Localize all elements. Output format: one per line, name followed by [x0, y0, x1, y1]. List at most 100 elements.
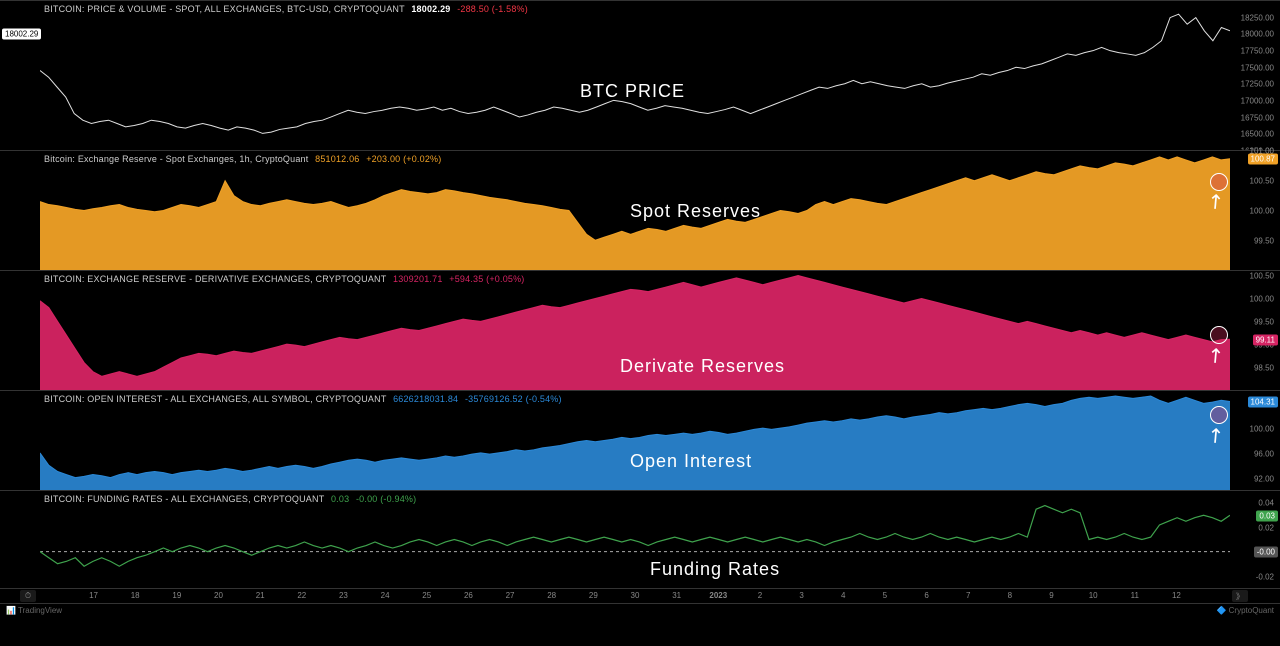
x-tick-label: 2 [758, 591, 762, 600]
y-tick-label: 16750.00 [1241, 113, 1274, 122]
funding-overlay-title: Funding Rates [650, 559, 780, 580]
x-tick-label: 23 [339, 591, 348, 600]
x-tick-label: 30 [631, 591, 640, 600]
deriv-header-label: BITCOIN: EXCHANGE RESERVE - DERIVATIVE E… [44, 274, 386, 284]
spot-overlay-title: Spot Reserves [630, 201, 761, 222]
y-tick-label: 0.04 [1258, 499, 1274, 508]
y-tick-label: 100.00 [1250, 424, 1274, 433]
y-tick-label: 96.00 [1254, 449, 1274, 458]
y-tick-label: 0.02 [1258, 523, 1274, 532]
x-tick-label: 12 [1172, 591, 1181, 600]
oi-chart-svg [40, 391, 1230, 490]
x-tick-label: 26 [464, 591, 473, 600]
deriv-panel[interactable]: BITCOIN: EXCHANGE RESERVE - DERIVATIVE E… [0, 270, 1280, 390]
oi-chart-body[interactable] [40, 391, 1230, 490]
x-tick-label: 9 [1049, 591, 1053, 600]
x-tick-label: 10 [1089, 591, 1098, 600]
y-tick-label: 18000.00 [1241, 30, 1274, 39]
cryptoquant-logo[interactable]: 🔷 CryptoQuant [1216, 606, 1274, 615]
x-tick-label: 5 [883, 591, 887, 600]
x-tick-label: 24 [381, 591, 390, 600]
funding-chart-body[interactable] [40, 491, 1230, 588]
x-tick-label: 17 [89, 591, 98, 600]
x-tick-label: 2023 [709, 591, 727, 600]
funding-chart-svg [40, 491, 1230, 588]
x-tick-label: 3 [799, 591, 803, 600]
y-tick-label: 17500.00 [1241, 63, 1274, 72]
y-tick-label: 17750.00 [1241, 47, 1274, 56]
price-header-value: 18002.29 [411, 4, 450, 14]
x-tick-label: 6 [924, 591, 928, 600]
funding-y-axis: 0.040.02-0.00-0.020.03-0.00 [1232, 491, 1278, 588]
oi-overlay-title: Open Interest [630, 451, 752, 472]
deriv-y-axis: 100.50100.0099.5099.0098.5099.11 [1232, 271, 1278, 390]
price-tag: -0.00 [1254, 547, 1278, 558]
x-tick-label: 29 [589, 591, 598, 600]
x-tick-label: 20 [214, 591, 223, 600]
spot-header-label: Bitcoin: Exchange Reserve - Spot Exchang… [44, 154, 308, 164]
x-tick-label: 19 [172, 591, 181, 600]
price-overlay-title: BTC PRICE [580, 81, 685, 102]
spot-header: Bitcoin: Exchange Reserve - Spot Exchang… [44, 154, 441, 164]
x-tick-label: 8 [1008, 591, 1012, 600]
x-tick-label: 22 [297, 591, 306, 600]
x-tick-label: 18 [131, 591, 140, 600]
y-tick-label: 99.50 [1254, 317, 1274, 326]
oi-y-axis: 104.00100.0096.0092.00104.31 [1232, 391, 1278, 490]
price-header-label: BITCOIN: PRICE & VOLUME - SPOT, ALL EXCH… [44, 4, 405, 14]
footer: 📊 TradingView 🔷 CryptoQuant [0, 603, 1280, 616]
x-axis: ⏱ 》 171819202122232425262728293031202323… [0, 588, 1280, 603]
y-tick-label: 18250.00 [1241, 13, 1274, 22]
x-tick-label: 31 [672, 591, 681, 600]
funding-panel[interactable]: BITCOIN: FUNDING RATES - ALL EXCHANGES, … [0, 490, 1280, 588]
price-tag: 104.31 [1248, 396, 1278, 407]
deriv-header-value: 1309201.71 [393, 274, 443, 284]
y-tick-label: -0.02 [1256, 572, 1274, 581]
timezone-button[interactable]: ⏱ [20, 590, 36, 602]
price-header-change: -288.50 (-1.58%) [457, 4, 528, 14]
x-tick-label: 25 [422, 591, 431, 600]
tradingview-logo[interactable]: 📊 TradingView [6, 606, 62, 615]
x-tick-label: 21 [256, 591, 265, 600]
x-tick-label: 28 [547, 591, 556, 600]
price-tag: 99.11 [1253, 334, 1278, 345]
price-tag: 100.87 [1248, 153, 1278, 164]
funding-header-change: -0.00 (-0.94%) [356, 494, 416, 504]
x-tick-label: 4 [841, 591, 845, 600]
funding-header-label: BITCOIN: FUNDING RATES - ALL EXCHANGES, … [44, 494, 324, 504]
y-tick-label: 16500.00 [1241, 130, 1274, 139]
price-left-tag: 18002.29 [2, 29, 41, 40]
x-tick-label: 7 [966, 591, 970, 600]
price-chart-body[interactable] [40, 1, 1230, 150]
spot-y-axis: 101.00100.50100.0099.50100.87 [1232, 151, 1278, 270]
x-tick-label: 11 [1131, 591, 1139, 600]
deriv-header-change: +594.35 (+0.05%) [449, 274, 524, 284]
y-tick-label: 100.00 [1250, 294, 1274, 303]
deriv-overlay-title: Derivate Reserves [620, 356, 785, 377]
x-tick-label: 27 [506, 591, 515, 600]
spot-header-change: +203.00 (+0.02%) [366, 154, 441, 164]
spot-panel[interactable]: Bitcoin: Exchange Reserve - Spot Exchang… [0, 150, 1280, 270]
price-y-axis: 18250.00 18000.00 17750.00 17500.00 17250.00… [1232, 1, 1278, 150]
y-tick-label: 99.50 [1254, 237, 1274, 246]
oi-header-change: -35769126.52 (-0.54%) [465, 394, 562, 404]
y-tick-label: 100.50 [1250, 271, 1274, 280]
y-tick-label: 100.00 [1250, 207, 1274, 216]
funding-header-value: 0.03 [331, 494, 349, 504]
price-header: BITCOIN: PRICE & VOLUME - SPOT, ALL EXCH… [44, 4, 528, 14]
price-panel[interactable]: BITCOIN: PRICE & VOLUME - SPOT, ALL EXCH… [0, 0, 1280, 150]
oi-header-label: BITCOIN: OPEN INTEREST - ALL EXCHANGES, … [44, 394, 386, 404]
spot-header-value: 851012.06 [315, 154, 359, 164]
oi-panel[interactable]: BITCOIN: OPEN INTEREST - ALL EXCHANGES, … [0, 390, 1280, 490]
price-chart-svg [40, 1, 1230, 150]
price-tag: 0.03 [1256, 510, 1278, 521]
y-tick-label: 92.00 [1254, 474, 1274, 483]
scroll-right-button[interactable]: 》 [1232, 590, 1248, 602]
deriv-header: BITCOIN: EXCHANGE RESERVE - DERIVATIVE E… [44, 274, 525, 284]
funding-header: BITCOIN: FUNDING RATES - ALL EXCHANGES, … [44, 494, 416, 504]
y-tick-label: 17250.00 [1241, 80, 1274, 89]
oi-header-value: 6626218031.84 [393, 394, 458, 404]
y-tick-label: 98.50 [1254, 363, 1274, 372]
y-tick-label: 100.50 [1250, 177, 1274, 186]
y-tick-label: 17000.00 [1241, 97, 1274, 106]
